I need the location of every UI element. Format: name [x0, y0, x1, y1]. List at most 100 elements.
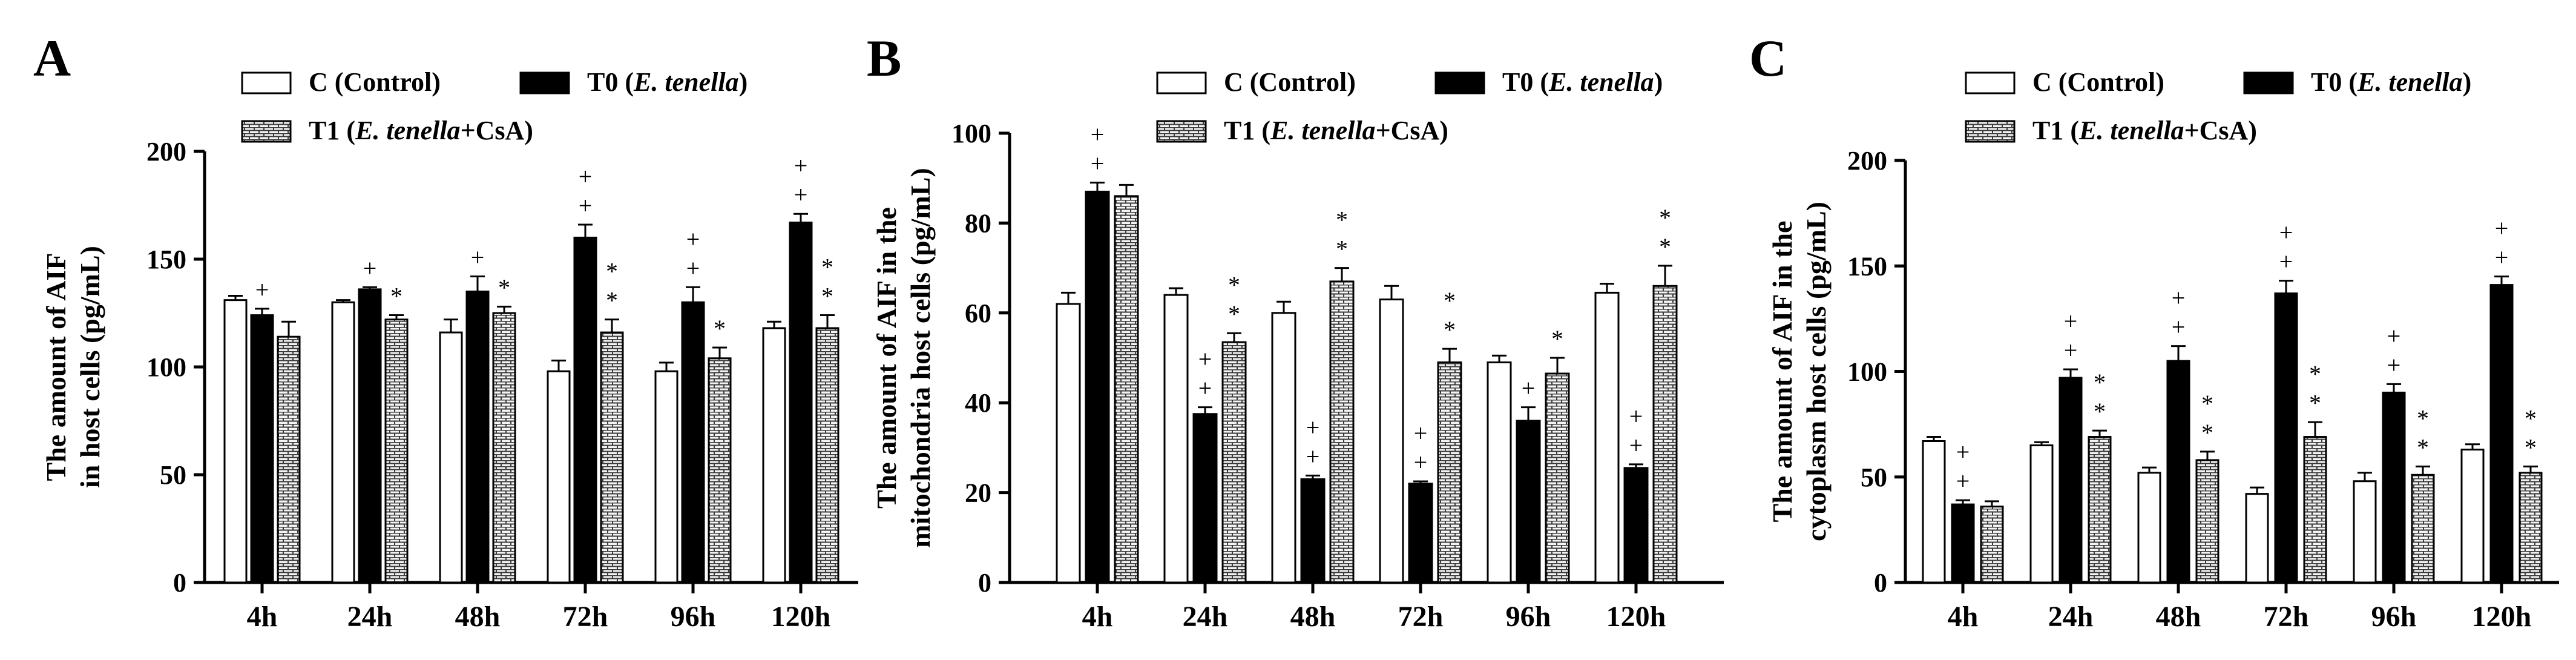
- bar-c-96h: [2353, 480, 2377, 584]
- bar-t0-120h: [2489, 284, 2514, 584]
- significance-marker: *: [2417, 404, 2429, 432]
- bar-t1-72h: [600, 331, 624, 584]
- significance-marker: *: [1551, 325, 1563, 352]
- significance-marker: *: [2201, 390, 2213, 417]
- bar-c-48h: [2137, 472, 2161, 584]
- significance-marker: *: [2094, 369, 2106, 396]
- bar-t0-96h: [1516, 420, 1541, 584]
- significance-marker: +: [1629, 432, 1643, 459]
- significance-marker: *: [821, 283, 833, 310]
- legend-swatch-t1: [1156, 120, 1207, 143]
- significance-marker: *: [2309, 389, 2321, 417]
- x-tick-label: 96h: [2371, 601, 2417, 633]
- x-tick-label: 24h: [2048, 601, 2094, 633]
- legend-label-t0: T0 (E. tenella): [587, 67, 748, 97]
- significance-marker: +: [686, 225, 700, 252]
- legend-swatch-t1: [241, 120, 292, 143]
- significance-marker: +: [1414, 449, 1428, 476]
- significance-marker: *: [1444, 316, 1456, 343]
- significance-marker: +: [686, 254, 700, 282]
- bar-c-4h: [1056, 303, 1081, 584]
- bar-t1-96h: [1545, 372, 1570, 584]
- bar-c-24h: [1163, 294, 1189, 584]
- bar-t1-4h: [1114, 195, 1139, 584]
- x-tick-label: 72h: [563, 601, 608, 633]
- x-tick-label: 72h: [1398, 601, 1444, 633]
- significance-marker: +: [1091, 121, 1105, 148]
- panel-letter: C: [1749, 29, 1787, 87]
- bar-t0-96h: [2382, 391, 2406, 584]
- bar-c-120h: [762, 327, 786, 584]
- legend-swatch-c: [1156, 71, 1207, 94]
- x-tick-label: 4h: [1948, 601, 1979, 633]
- significance-marker: +: [1629, 403, 1643, 430]
- y-tick-label: 40: [965, 388, 991, 418]
- bar-t0-72h: [2274, 292, 2298, 584]
- bar-t0-96h: [681, 301, 705, 584]
- legend: C (Control) T0 (E. tenella) T1 (E. tenella…: [1156, 67, 1663, 145]
- bar-t0-4h: [250, 314, 274, 584]
- significance-marker: +: [471, 243, 485, 271]
- significance-marker: *: [821, 254, 833, 281]
- x-tick-label: 72h: [2264, 601, 2309, 633]
- significance-marker: *: [606, 287, 618, 314]
- bar-t0-4h: [1951, 503, 1975, 584]
- significance-marker: +: [794, 181, 808, 208]
- significance-marker: *: [1228, 300, 1240, 328]
- x-tick-label: 120h: [2472, 601, 2532, 633]
- y-tick-label: 150: [1847, 251, 1887, 281]
- significance-marker: +: [1522, 375, 1536, 402]
- significance-marker: *: [2309, 360, 2321, 388]
- bar-t0-4h: [1085, 190, 1110, 584]
- x-tick-label: 96h: [1506, 601, 1551, 633]
- bar-c-72h: [1379, 299, 1404, 584]
- y-tick-label: 100: [1847, 357, 1887, 387]
- x-tick-label: 48h: [1290, 601, 1336, 633]
- panel-letter: B: [867, 29, 901, 87]
- bar-c-96h: [654, 370, 678, 584]
- x-tick-label: 4h: [247, 601, 278, 633]
- bar-t0-24h: [358, 288, 382, 584]
- bar-t1-4h: [1980, 506, 2004, 584]
- legend-label-c: C (Control): [2032, 67, 2164, 97]
- y-tick-label: 0: [1874, 568, 1887, 598]
- significance-marker: +: [1091, 150, 1105, 177]
- significance-marker: +: [2495, 215, 2509, 242]
- legend-label-c: C (Control): [309, 67, 441, 97]
- legend: C (Control) T0 (E. tenella) T1 (E. tenella…: [241, 67, 748, 145]
- bar-c-72h: [547, 370, 571, 584]
- significance-marker: *: [1444, 287, 1456, 314]
- legend-swatch-t0: [2243, 71, 2294, 94]
- significance-marker: *: [2525, 404, 2537, 432]
- bar-t1-48h: [492, 312, 516, 584]
- bar-t0-48h: [2166, 360, 2190, 584]
- bar-c-48h: [439, 331, 463, 584]
- bar-t1-96h: [2411, 474, 2435, 584]
- bar-t0-24h: [2058, 377, 2083, 584]
- significance-marker: +: [1956, 467, 1970, 495]
- legend-swatch-c: [1965, 71, 2016, 94]
- significance-marker: *: [714, 315, 726, 342]
- y-tick-label: 0: [173, 568, 186, 598]
- bar-t1-24h: [384, 318, 409, 584]
- significance-marker: +: [579, 163, 593, 190]
- bar-t1-72h: [1437, 361, 1462, 584]
- significance-marker: *: [1336, 206, 1348, 234]
- bar-t0-120h: [789, 221, 813, 584]
- bar-t1-120h: [1652, 285, 1678, 584]
- bar-c-4h: [223, 299, 248, 584]
- y-tick-label: 0: [978, 568, 991, 598]
- y-tick-label: 50: [160, 460, 186, 490]
- significance-marker: *: [2094, 398, 2106, 425]
- legend-swatch-t1: [1965, 120, 2016, 143]
- significance-marker: +: [255, 276, 269, 303]
- bar-t0-72h: [573, 236, 597, 584]
- y-tick-label: 200: [146, 137, 186, 167]
- y-axis-title: The amount of AIF in the mitochondria hos…: [871, 168, 936, 547]
- significance-marker: +: [2495, 244, 2509, 271]
- bar-t1-96h: [708, 357, 732, 584]
- bar-t1-24h: [1221, 341, 1247, 584]
- panel-a: A C (Control) T0 (E. tenella) T1 (E. tenell…: [33, 29, 858, 633]
- significance-marker: +: [2064, 308, 2078, 335]
- significance-marker: *: [1336, 236, 1348, 263]
